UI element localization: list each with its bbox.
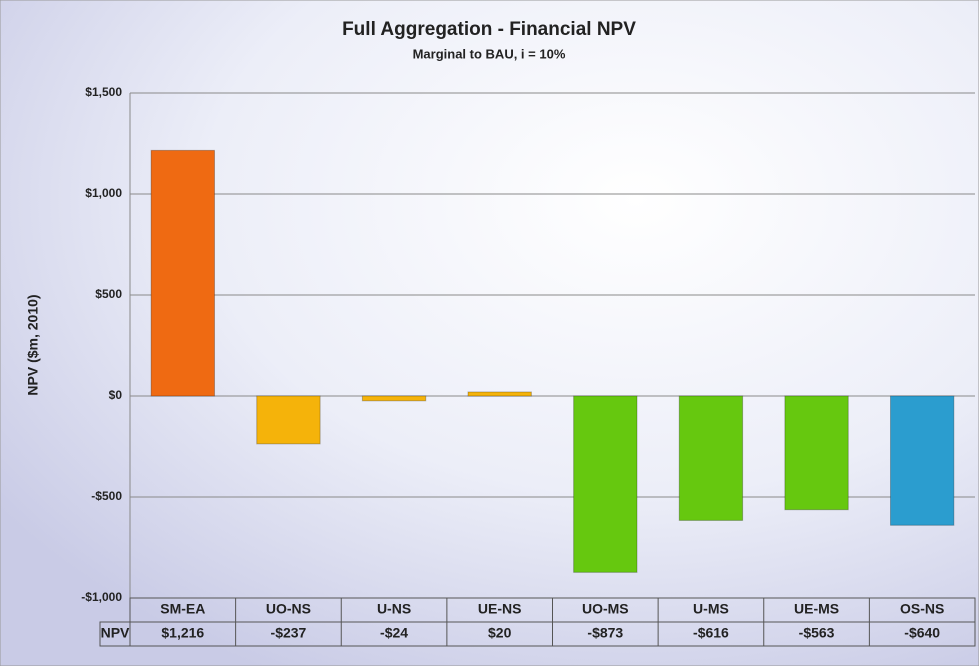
y-tick-label: -$1,000: [81, 590, 122, 604]
table-value: -$237: [271, 625, 307, 641]
y-tick-label: $500: [95, 287, 122, 301]
x-tick-label: UO-MS: [582, 601, 629, 617]
x-tick-label: U-MS: [693, 601, 729, 617]
bar: [150, 149, 215, 397]
chart-subtitle: Marginal to BAU, i = 10%: [413, 46, 566, 61]
y-axis-label: NPV ($m, 2010): [25, 294, 41, 395]
bar: [784, 395, 849, 511]
y-tick-label: -$500: [91, 489, 122, 503]
table-value: -$873: [587, 625, 623, 641]
table-value: -$563: [799, 625, 835, 641]
x-tick-label: UE-MS: [794, 601, 839, 617]
bar: [678, 395, 744, 521]
x-tick-label: UE-NS: [478, 601, 522, 617]
bar: [573, 395, 638, 573]
y-tick-label: $0: [109, 388, 123, 402]
x-tick-label: UO-NS: [266, 601, 311, 617]
y-tick-label: $1,500: [85, 85, 122, 99]
x-tick-label: OS-NS: [900, 601, 944, 617]
table-value: -$640: [904, 625, 940, 641]
bar: [890, 395, 955, 526]
bar: [256, 395, 321, 445]
chart-title: Full Aggregation - Financial NPV: [342, 19, 636, 40]
y-tick-label: $1,000: [85, 186, 122, 200]
table-value: -$24: [380, 625, 408, 641]
x-tick-label: U-NS: [377, 601, 411, 617]
table-value: $1,216: [161, 625, 204, 641]
x-tick-label: SM-EA: [160, 601, 205, 617]
table-value: $20: [488, 625, 512, 641]
table-row: [99, 621, 976, 647]
table-value: -$616: [693, 625, 729, 641]
bar: [467, 391, 532, 397]
bar: [361, 395, 427, 402]
table-series-name: NPV: [101, 625, 130, 641]
